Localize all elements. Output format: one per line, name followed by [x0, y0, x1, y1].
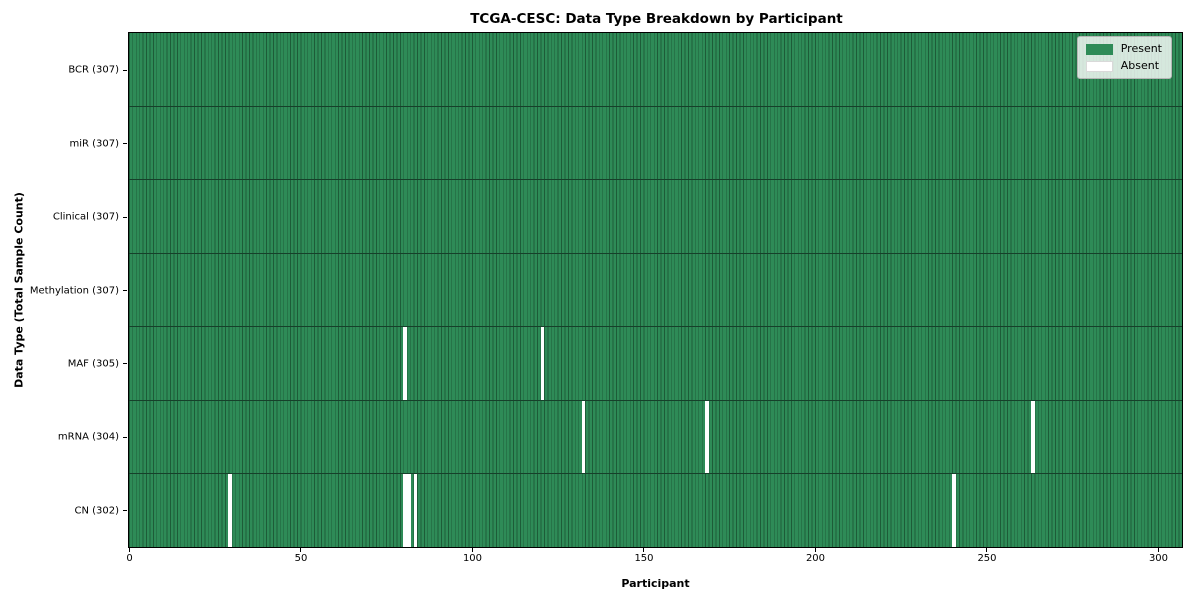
y-tick-label-MAF: MAF (305) [67, 358, 119, 370]
heatmap-row-BCR [129, 33, 1182, 107]
x-tick-mark [643, 548, 645, 552]
y-tick-mark [123, 69, 127, 71]
x-axis-label: Participant [621, 577, 690, 590]
y-tick-label-miR: miR (307) [69, 138, 119, 150]
absent-cell [228, 474, 233, 548]
y-tick-label-mRNA: mRNA (304) [57, 431, 119, 443]
x-tick-label: 0 [126, 553, 133, 564]
x-tick-label: 50 [294, 553, 308, 564]
heatmap-row-MAF [129, 327, 1182, 401]
x-tick-label: 150 [634, 553, 654, 564]
heatmap-row-Methylation [129, 254, 1182, 328]
legend-item-absent: Absent [1085, 59, 1162, 72]
y-tick-mark [123, 143, 127, 145]
legend-item-present: Present [1085, 42, 1162, 55]
legend-label-absent: Absent [1120, 59, 1160, 72]
legend: Present Absent [1076, 36, 1172, 79]
x-tick-mark [814, 548, 816, 552]
y-tick-mark [123, 363, 127, 365]
absent-cell [1031, 400, 1035, 474]
heatmap-grid [129, 33, 1182, 548]
absent-cell [403, 327, 408, 400]
absent-cell [413, 474, 418, 548]
heatmap-row-miR [129, 107, 1182, 181]
y-tick-mark [123, 290, 127, 291]
y-tick-label-Methylation: Methylation (307) [29, 285, 119, 296]
y-tick-mark [123, 216, 127, 218]
x-tick-mark [986, 548, 988, 552]
x-tick-label: 250 [977, 553, 997, 564]
plot-area: Present Absent [128, 32, 1183, 548]
y-tick-label-CN: CN (302) [74, 505, 119, 517]
absent-cell [540, 327, 545, 400]
y-tick-label-Clinical: Clinical (307) [52, 211, 119, 223]
x-tick-mark [1157, 548, 1159, 552]
absent-swatch [1085, 60, 1113, 72]
y-tick-mark [123, 510, 127, 512]
x-axis-ticks: 0 50 100 150 200 250 300 [126, 547, 1182, 571]
heatmap-row-Clinical [129, 180, 1182, 254]
absent-cell [403, 474, 408, 548]
x-tick-mark [471, 548, 473, 552]
legend-label-present: Present [1120, 42, 1162, 55]
x-tick-label: 200 [805, 553, 826, 564]
x-tick-mark [300, 548, 302, 552]
y-tick-mark [123, 436, 127, 438]
x-tick-mark [129, 548, 130, 552]
absent-cell [406, 474, 411, 548]
y-axis-label: Data Type (Total Sample Count) [12, 192, 26, 388]
x-tick-label: 300 [1148, 553, 1169, 564]
chart-title: TCGA-CESC: Data Type Breakdown by Partic… [470, 11, 843, 27]
absent-cell [952, 474, 956, 548]
absent-cell [705, 400, 709, 474]
heatmap-row-mRNA [129, 400, 1182, 475]
y-tick-label-BCR: BCR (307) [68, 64, 119, 76]
absent-cell [581, 400, 586, 474]
present-swatch [1085, 43, 1113, 55]
x-tick-label: 100 [462, 553, 483, 564]
heatmap-row-CN [129, 474, 1182, 548]
